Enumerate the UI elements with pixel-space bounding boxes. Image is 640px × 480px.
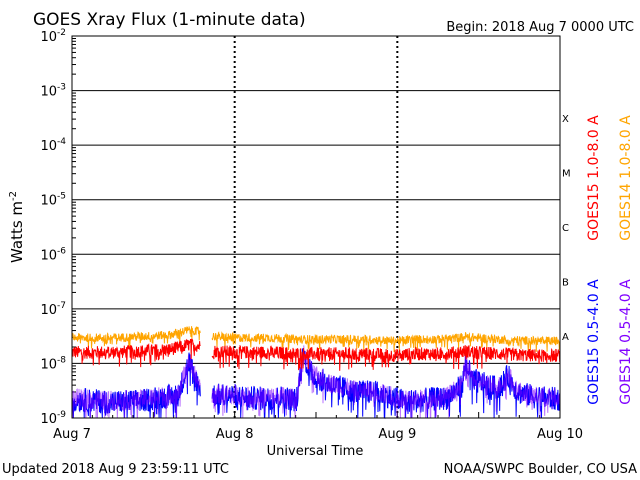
plot-frame [71, 35, 561, 419]
legend: GOES15 1.0-8.0 A GOES14 1.0-8.0 A GOES15 0… [586, 115, 634, 405]
y-tick-label-base: 10 [40, 85, 57, 100]
y-axis-label: Watts m-2 [8, 191, 26, 263]
y-tick-label-exponent: -7 [57, 301, 66, 311]
x-tick-label: Aug 7 [53, 427, 91, 442]
y-tick-label-exponent: -3 [57, 83, 66, 93]
y-tick-label-exponent: -6 [57, 246, 66, 256]
y-tick-label: 10-2 [40, 28, 66, 45]
vertical-gridlines [71, 36, 561, 418]
x-tick-label: Aug 10 [537, 427, 583, 442]
updated-timestamp: Updated 2018 Aug 9 23:59:11 UTC [2, 462, 229, 477]
y-tick-label-exponent: -9 [57, 410, 66, 420]
y-tick-label: 10-6 [40, 246, 66, 263]
grid-layer [71, 35, 561, 419]
begin-label: Begin: 2018 Aug 7 0000 UTC [446, 20, 634, 35]
flare-class-m: M [562, 168, 571, 179]
x-tick-label: Aug 8 [216, 427, 254, 442]
y-tick-label-base: 10 [40, 139, 57, 154]
y-axis-label-text: Watts m [8, 201, 26, 263]
flare-class-x: X [562, 114, 569, 125]
x-axis-tick-labels: Aug 7 Aug 8 Aug 9 Aug 10 [53, 427, 583, 442]
y-tick-label-base: 10 [40, 248, 57, 263]
y-tick-label-base: 10 [40, 30, 57, 45]
y-tick-label-base: 10 [40, 303, 57, 318]
y-tick-label: 10-3 [40, 83, 66, 100]
flare-class-labels: A B C M X [562, 114, 571, 343]
y-tick-label-exponent: -4 [57, 137, 66, 147]
y-tick-label-base: 10 [40, 357, 57, 372]
y-tick-label: 10-5 [40, 192, 66, 209]
legend-entry: GOES14 0.5-4.0 A [618, 279, 634, 405]
y-tick-label-exponent: -5 [57, 192, 66, 202]
y-tick-label: 10-4 [40, 137, 66, 154]
flare-class-c: C [562, 223, 569, 234]
y-tick-label-base: 10 [40, 194, 57, 209]
y-axis-label-superscript: -2 [8, 191, 19, 201]
y-tick-label-exponent: -8 [57, 355, 66, 365]
flare-class-a: A [562, 332, 569, 343]
credit-label: NOAA/SWPC Boulder, CO USA [444, 462, 637, 477]
legend-entry: GOES15 1.0-8.0 A [586, 115, 602, 241]
y-tick-label-base: 10 [40, 412, 57, 427]
series-line-goes14-long [71, 326, 561, 353]
y-tick-label: 10-7 [40, 301, 66, 318]
chart-title: GOES Xray Flux (1-minute data) [33, 10, 306, 30]
legend-entry: GOES15 0.5-4.0 A [586, 279, 602, 405]
series-layer [71, 326, 561, 420]
series-line-goes14-short [71, 345, 561, 419]
x-tick-label: Aug 9 [378, 427, 416, 442]
y-axis-tick-labels: 10-910-810-710-610-510-410-310-2 [40, 28, 66, 427]
horizontal-gridlines [72, 35, 560, 419]
flare-class-b: B [562, 278, 569, 289]
series-line-goes15-long [71, 338, 561, 371]
y-tick-label: 10-9 [40, 410, 66, 427]
x-axis-label: Universal Time [267, 444, 364, 459]
y-tick-label: 10-8 [40, 355, 66, 372]
legend-entry: GOES14 1.0-8.0 A [618, 115, 634, 241]
y-tick-label-exponent: -2 [57, 28, 66, 38]
